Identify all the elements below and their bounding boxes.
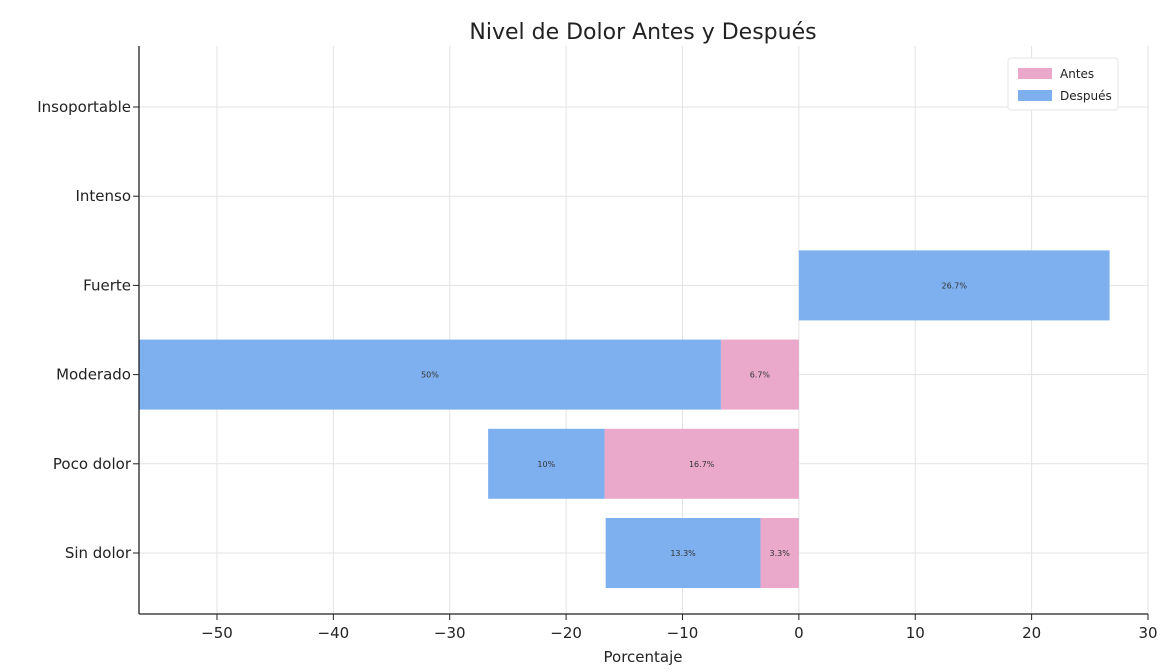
legend-label: Antes: [1060, 67, 1094, 81]
x-tick-label: 30: [1138, 624, 1157, 642]
x-tick-label: 0: [794, 624, 804, 642]
x-tick-label: 10: [906, 624, 925, 642]
bar-después: [139, 339, 721, 410]
y-tick-label: Poco dolor: [53, 455, 132, 473]
x-axis-label: Porcentaje: [604, 648, 683, 666]
x-tick-label: −20: [550, 624, 582, 642]
y-tick-label: Intenso: [75, 187, 131, 205]
bar-value-label: 3.3%: [769, 549, 790, 558]
chart-title: Nivel de Dolor Antes y Después: [469, 20, 816, 45]
x-tick-label: −50: [201, 624, 233, 642]
y-tick-label: Moderado: [56, 366, 131, 384]
y-tick-label: Fuerte: [83, 276, 131, 294]
legend-swatch: [1018, 68, 1052, 79]
bar-antes: [760, 518, 799, 588]
legend-swatch: [1018, 90, 1052, 101]
bar-después: [798, 250, 1110, 321]
legend: Antes Después: [1007, 57, 1119, 111]
bar-value-label: 13.3%: [670, 549, 696, 558]
bar-después: [605, 518, 761, 588]
legend-label: Después: [1060, 89, 1112, 103]
bar-value-label: 6.7%: [750, 371, 771, 380]
bar-value-label: 16.7%: [689, 460, 715, 469]
x-tick-label: −30: [434, 624, 466, 642]
axes-layer: −50 −40 −30 −20 −10 0 10 20 30 Sin dolor Poco dolo…: [37, 46, 1158, 642]
bar-value-label: 10%: [537, 460, 555, 469]
bar-layer: 3.3% 16.7% 6.7% 13.3% 10% 50% 26.7%: [139, 250, 1110, 588]
bar-value-label: 26.7%: [942, 281, 968, 290]
bar-antes: [604, 428, 799, 499]
x-tick-label: −10: [667, 624, 699, 642]
bar-value-label: 50%: [421, 371, 439, 380]
bar-después: [488, 428, 605, 499]
x-tick-label: 20: [1022, 624, 1041, 642]
y-tick-label: Insoportable: [37, 98, 131, 116]
x-tick-label: −40: [318, 624, 350, 642]
bar-antes: [720, 339, 799, 410]
y-tick-label: Sin dolor: [65, 544, 132, 562]
